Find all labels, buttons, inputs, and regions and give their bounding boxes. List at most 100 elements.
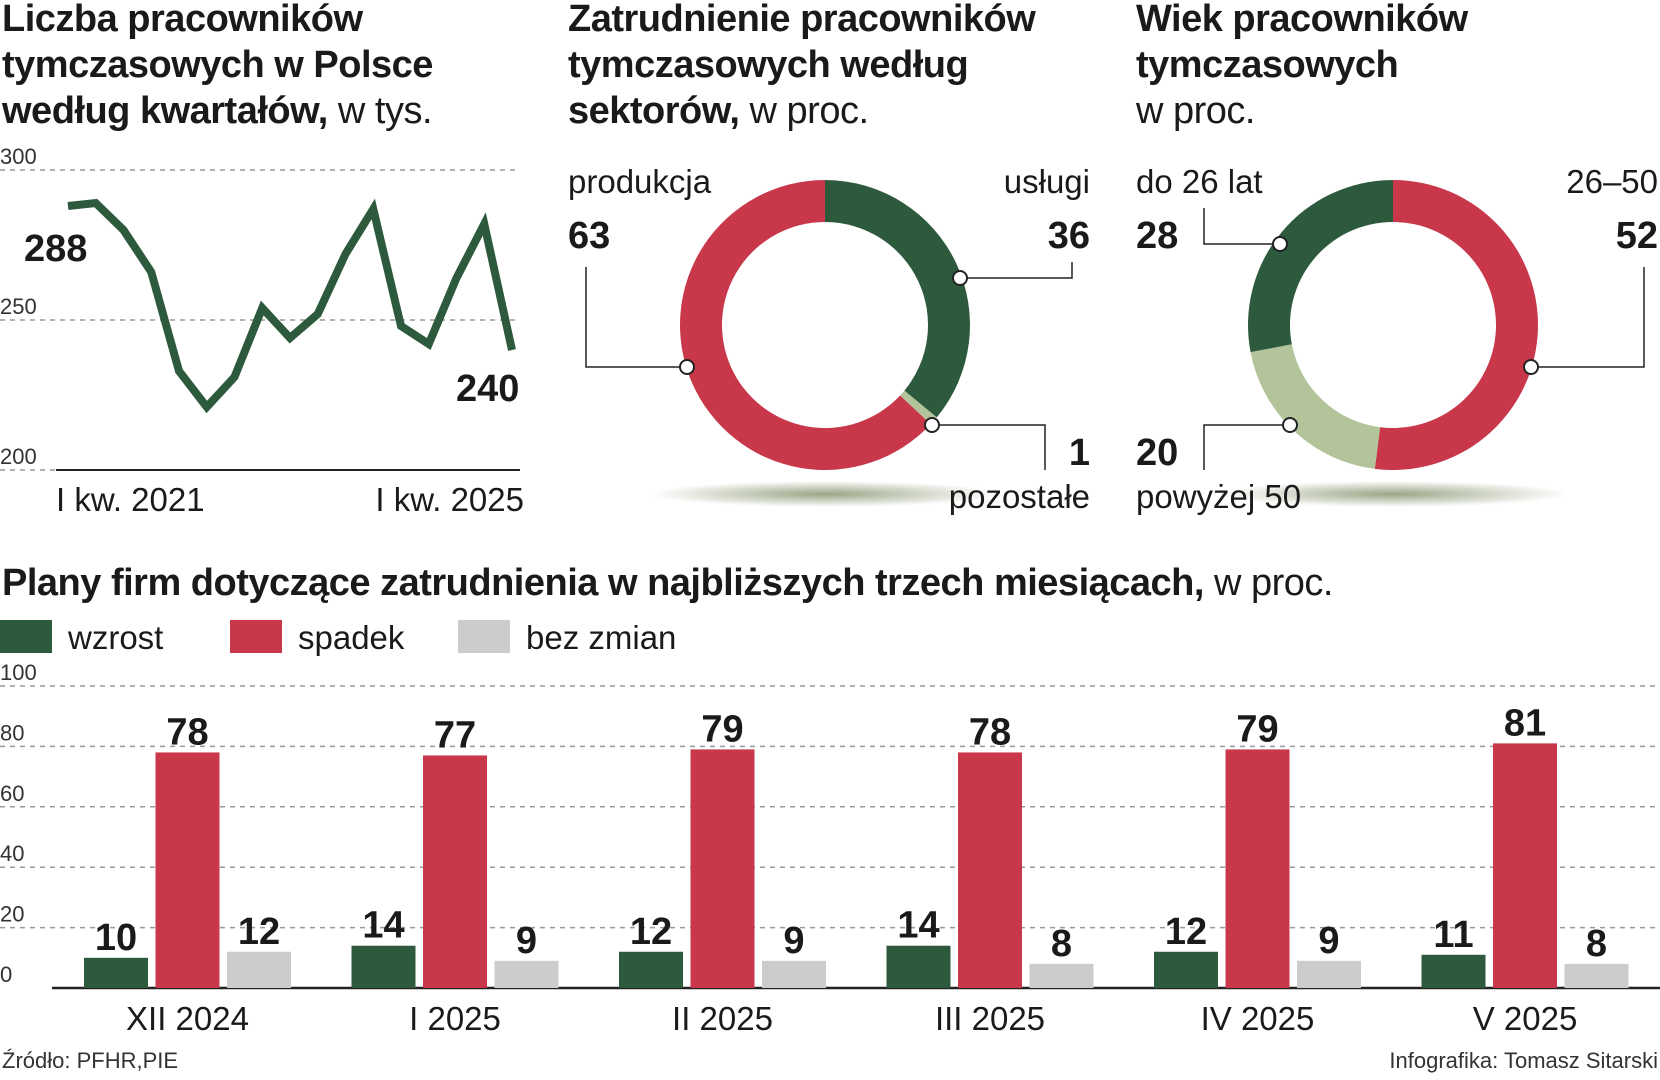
bar-y-tick-label: 60: [0, 781, 24, 806]
age-donut-slice: [1248, 180, 1393, 353]
line-title-unit: w tys.: [337, 90, 433, 132]
legend-label-0: wzrost: [67, 619, 163, 656]
bar-value-label: 79: [1236, 708, 1278, 750]
age-title-line-1: Wiek pracowników: [1136, 0, 1468, 40]
sector-donut-slice: [680, 180, 931, 470]
bar-value-label: 79: [701, 708, 743, 750]
line-y-tick-label: 250: [0, 294, 37, 319]
bar-bez-zmian: [762, 960, 826, 988]
bar-wzrost: [619, 951, 683, 988]
age-value-26-50: 52: [1616, 215, 1658, 257]
sector-value-produkcja: 63: [568, 215, 610, 257]
bar-wzrost: [886, 945, 951, 988]
bar-title-text: Plany firm dotyczące zatrudnienia w najb…: [2, 562, 1204, 604]
bar-spadek: [423, 755, 487, 988]
age-donut-slice: [1250, 344, 1381, 469]
bar-value-label: 12: [1165, 911, 1207, 953]
bar-wzrost: [1421, 954, 1486, 988]
age-callout-powyzej-50: [1203, 424, 1290, 470]
legend-swatch-2: [458, 620, 510, 653]
bar-value-label: 8: [1051, 923, 1072, 965]
bar-category-label: III 2025: [935, 1000, 1045, 1037]
bar-wzrost: [1154, 951, 1218, 988]
source-note: Źródło: PFHR,PIE: [2, 1048, 179, 1073]
age-value-do-26: 28: [1136, 215, 1178, 257]
bar-y-tick-label: 40: [0, 841, 24, 866]
bar-value-label: 8: [1586, 923, 1607, 965]
bar-category-label: XII 2024: [126, 1000, 249, 1037]
sector-title-line-1: Zatrudnienie pracowników: [568, 0, 1036, 40]
line-chart-title: Liczba pracowników tymczasowych w Polsce…: [2, 0, 433, 134]
bar-wzrost: [84, 957, 148, 988]
legend-swatch-0: [0, 620, 52, 653]
bar-y-tick-label: 20: [0, 902, 24, 927]
sector-callout-uslugi: [960, 262, 1073, 279]
age-label-do-26: do 26 lat: [1136, 163, 1263, 200]
bar-value-label: 14: [897, 905, 939, 947]
age-label-powyzej-50: powyżej 50: [1136, 478, 1301, 515]
bar-y-tick-label: 80: [0, 720, 24, 745]
bar-bez-zmian: [1297, 960, 1361, 988]
age-callout-do-26: [1203, 208, 1280, 245]
bar-wzrost: [351, 945, 416, 988]
legend-label-1: spadek: [298, 619, 405, 656]
bar-chart-title: Plany firm dotyczące zatrudnienia w najb…: [2, 560, 1333, 606]
bar-value-label: 12: [238, 911, 280, 953]
bar-spadek: [1225, 749, 1290, 988]
sector-donut-slice: [900, 390, 937, 425]
age-value-powyzej-50: 20: [1136, 432, 1178, 474]
sector-label-pozostale: pozostałe: [949, 478, 1090, 515]
sector-chart-title: Zatrudnienie pracowników tymczasowych we…: [568, 0, 1036, 134]
age-chart-title: Wiek pracowników tymczasowych w proc.: [1136, 0, 1468, 134]
bar-bez-zmian: [227, 951, 291, 988]
sector-title-unit: w proc.: [749, 90, 869, 132]
legend-label-2: bez zmian: [526, 619, 676, 656]
bar-spadek: [1493, 743, 1557, 988]
sector-callout-dot-pozostale: [924, 417, 940, 433]
sector-label-produkcja: produkcja: [568, 163, 712, 200]
bar-value-label: 78: [969, 711, 1011, 753]
credit-note: Infografika: Tomasz Sitarski: [1389, 1048, 1658, 1073]
sector-label-uslugi: usługi: [1004, 163, 1090, 200]
bar-bez-zmian: [1564, 963, 1629, 988]
line-title-line-3: według kwartałów,: [2, 90, 328, 132]
bar-title-unit: w proc.: [1214, 562, 1333, 604]
age-callout-26-50: [1531, 267, 1645, 368]
sector-callout-produkcja: [585, 267, 687, 368]
age-title-line-2: tymczasowych: [1136, 44, 1399, 86]
bar-spadek: [690, 749, 755, 988]
bar-value-label: 10: [95, 917, 137, 959]
bar-category-label: II 2025: [672, 1000, 773, 1037]
bar-value-label: 78: [166, 711, 208, 753]
age-callout-dot-26-50: [1523, 359, 1539, 375]
sector-callout-pozostale: [932, 424, 1046, 470]
bar-category-label: IV 2025: [1201, 1000, 1315, 1037]
line-label-last: 240: [456, 368, 519, 410]
line-y-tick-label: 200: [0, 444, 37, 469]
sector-value-pozostale: 1: [1069, 432, 1090, 474]
line-title-line-2: tymczasowych w Polsce: [2, 44, 433, 86]
line-label-first: 288: [24, 228, 87, 270]
line-x-tick-label: I kw. 2025: [375, 481, 524, 518]
legend-swatch-1: [230, 620, 282, 653]
bar-value-label: 9: [1318, 920, 1339, 962]
bar-spadek: [155, 752, 220, 988]
sector-title-line-2: tymczasowych według: [568, 44, 969, 86]
line-x-tick-label: I kw. 2021: [56, 481, 205, 518]
bar-category-label: I 2025: [409, 1000, 501, 1037]
sector-value-uslugi: 36: [1048, 215, 1090, 257]
bar-value-label: 12: [630, 911, 672, 953]
age-callout-dot-do-26: [1272, 236, 1288, 252]
sector-donut-slice: [825, 180, 970, 418]
age-label-26-50: 26–50: [1566, 163, 1658, 200]
bar-y-tick-label: 0: [0, 962, 12, 987]
bar-value-label: 9: [783, 920, 804, 962]
bar-bez-zmian: [1029, 963, 1094, 988]
sector-title-line-3: sektorów,: [568, 90, 740, 132]
line-y-tick-label: 300: [0, 144, 37, 169]
bar-spadek: [958, 752, 1022, 988]
sector-callout-dot-produkcja: [679, 359, 695, 375]
age-title-unit: w proc.: [1136, 90, 1255, 132]
age-callout-dot-powyzej-50: [1282, 417, 1298, 433]
